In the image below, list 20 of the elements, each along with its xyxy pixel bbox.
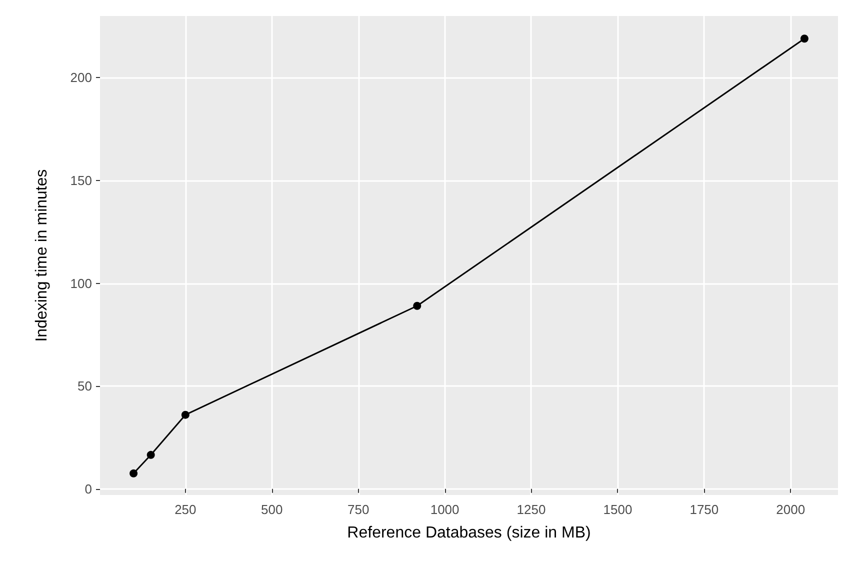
point bbox=[146, 450, 155, 459]
x-tick-label: 250 bbox=[174, 502, 196, 517]
point bbox=[800, 34, 808, 43]
point bbox=[130, 469, 138, 478]
x-tick-label: 1750 bbox=[690, 502, 719, 517]
point bbox=[413, 302, 422, 310]
x-tick-label: 750 bbox=[347, 502, 370, 517]
y-tick-label: 150 bbox=[70, 172, 92, 188]
x-tick-label: 2000 bbox=[776, 502, 806, 517]
x-tick-label: 1500 bbox=[603, 502, 632, 517]
y-axis-title: Indexing time in minutes bbox=[34, 169, 50, 342]
y-tick-label: 0 bbox=[84, 481, 92, 496]
y-tick-label: 50 bbox=[78, 378, 92, 394]
x-tick-label: 1000 bbox=[430, 502, 460, 517]
x-axis-title: Reference Databases (size in MB) bbox=[347, 524, 591, 542]
y-tick-label: 200 bbox=[70, 70, 92, 86]
x-tick-label: 500 bbox=[261, 502, 283, 517]
y-tick-label: 100 bbox=[70, 276, 92, 291]
point bbox=[181, 410, 190, 419]
x-tick-label: 1250 bbox=[516, 502, 546, 517]
